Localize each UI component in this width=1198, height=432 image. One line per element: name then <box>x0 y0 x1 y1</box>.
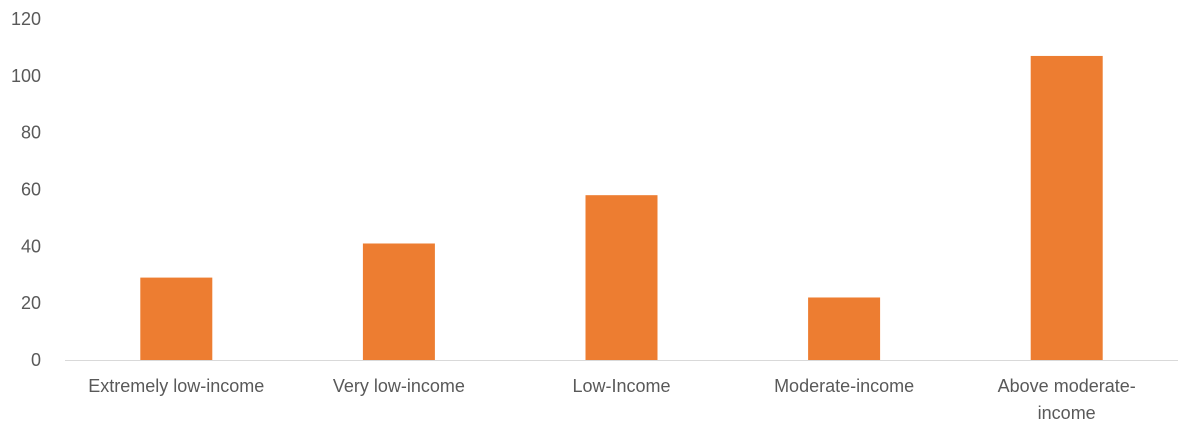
bar-series <box>140 55 1103 361</box>
y-tick-label: 20 <box>21 293 41 313</box>
bar <box>1030 55 1103 361</box>
bar <box>362 243 435 360</box>
y-tick-label: 120 <box>11 9 41 29</box>
x-category-label: Extremely low-income <box>88 376 264 396</box>
y-tick-label: 60 <box>21 180 41 200</box>
y-tick-label: 80 <box>21 123 41 143</box>
bar <box>585 195 658 360</box>
x-category-label: Low-Income <box>572 376 670 396</box>
bar <box>808 297 881 360</box>
x-axis-labels: Extremely low-income Very low-income Low-I… <box>88 376 1135 423</box>
x-category-label: Above moderate- <box>998 376 1136 396</box>
bar <box>140 277 213 360</box>
y-axis-ticks: 0 20 40 60 80 100 120 <box>11 9 41 370</box>
y-tick-label: 0 <box>31 350 41 370</box>
x-category-label: income <box>1038 403 1096 423</box>
x-category-label: Moderate-income <box>774 376 914 396</box>
y-tick-label: 40 <box>21 236 41 256</box>
y-tick-label: 100 <box>11 66 41 86</box>
x-category-label: Very low-income <box>333 376 465 396</box>
